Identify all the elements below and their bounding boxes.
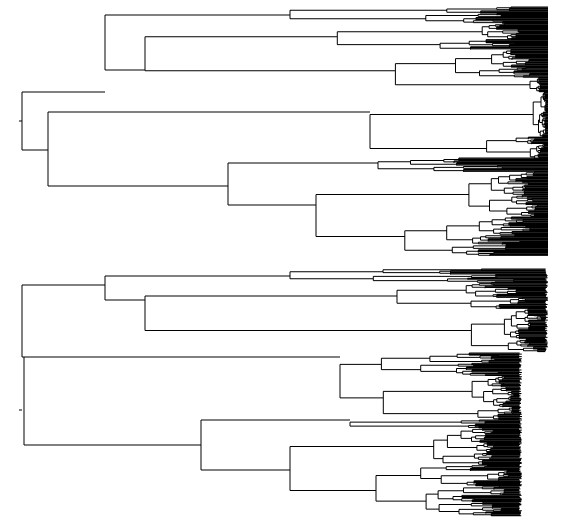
lower-tree [19, 268, 548, 517]
leaf-branches [453, 6, 548, 256]
internal-branches [19, 269, 542, 516]
leaf-branches [450, 268, 548, 517]
upper-tree [19, 6, 548, 256]
internal-branches [19, 7, 546, 256]
